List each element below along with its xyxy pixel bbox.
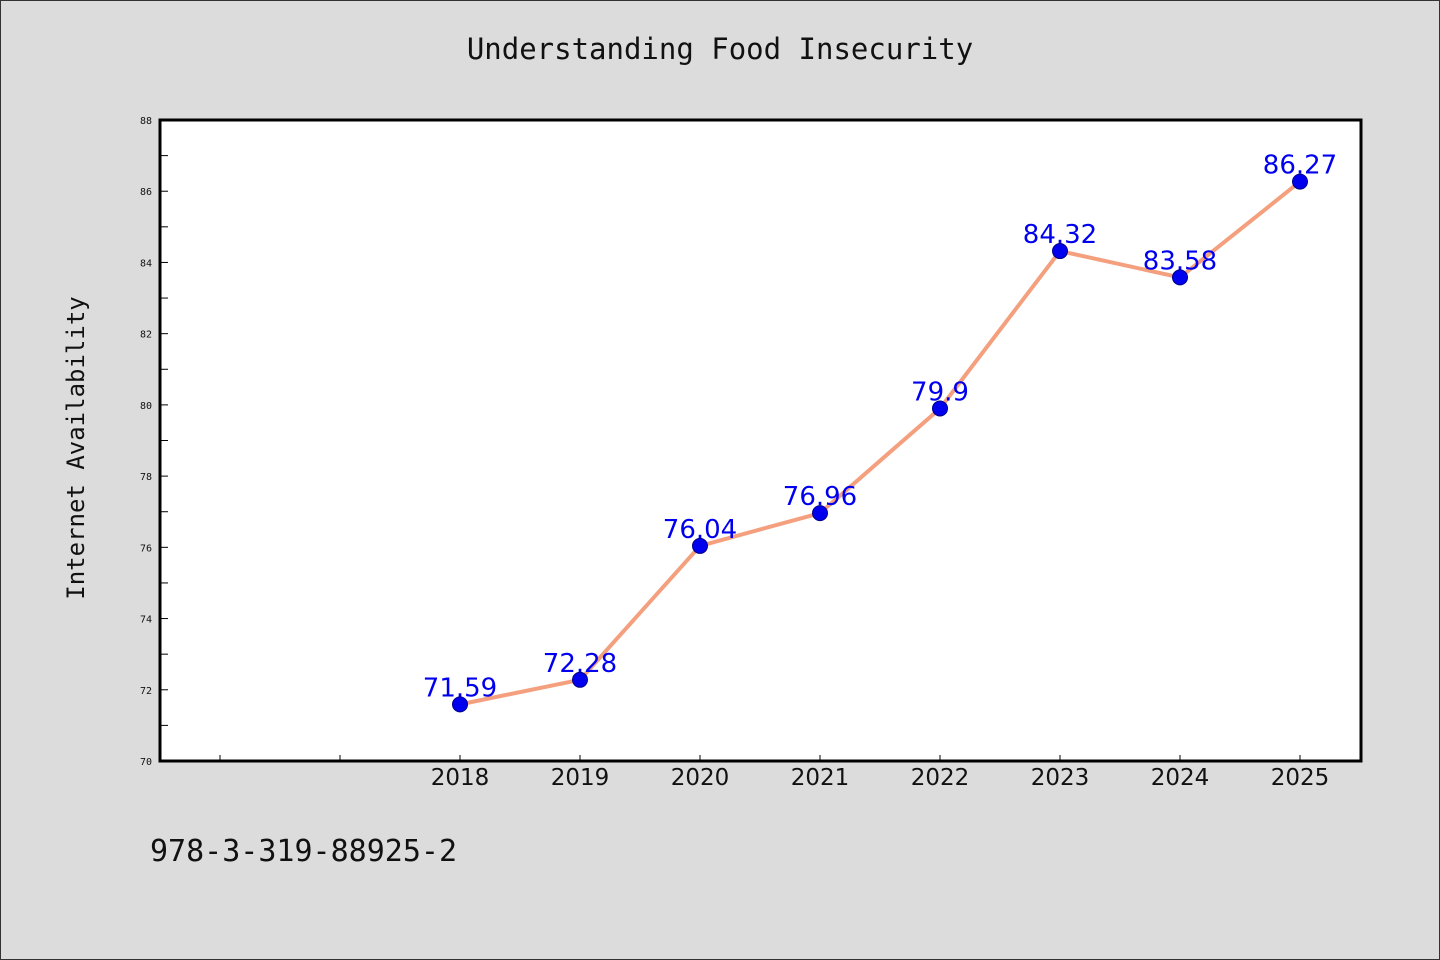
- x-tick-label: 2019: [551, 765, 610, 791]
- x-tick-label: 2023: [1031, 765, 1090, 791]
- series-line: [458, 179, 1302, 707]
- y-tick-label: 80: [140, 401, 152, 412]
- y-tick-label: 76: [140, 543, 152, 554]
- data-point: [1052, 243, 1068, 260]
- data-point: [452, 696, 468, 713]
- y-tick-label: 86: [140, 187, 152, 198]
- y-tick-label: 78: [140, 472, 152, 483]
- series-line-path: [458, 179, 1302, 707]
- y-tick-label: 72: [140, 686, 152, 697]
- data-label: 84.32: [1023, 220, 1097, 250]
- data-point: [812, 505, 828, 522]
- series-markers: [452, 173, 1308, 713]
- data-label: 76.04: [663, 515, 737, 545]
- data-point: [932, 400, 948, 417]
- data-point: [1172, 269, 1188, 286]
- x-tick-label: 2024: [1151, 765, 1210, 791]
- data-label: 86.27: [1263, 151, 1337, 181]
- data-label: 79.9: [911, 377, 969, 407]
- chart-title: Understanding Food Insecurity: [466, 32, 974, 66]
- x-tick-label: 2022: [911, 765, 970, 791]
- y-tick-label: 74: [140, 615, 152, 626]
- data-labels: 71.59 72.28 76.04 76.96 79.9 84.32 83.58 86.27: [423, 151, 1337, 704]
- x-tick-label: 2020: [671, 765, 730, 791]
- x-tick-label: 2025: [1271, 765, 1330, 791]
- x-axis: 2018 2019 2020 2021 2022 2023 2024 2025: [219, 755, 1330, 791]
- data-label: 71.59: [423, 673, 497, 703]
- plot-area: [158, 118, 1363, 763]
- data-label: 72.28: [543, 649, 617, 679]
- data-point: [572, 671, 588, 688]
- data-point: [1292, 173, 1308, 190]
- y-axis: 70 72 74 76 78 80 82 84 86 88: [140, 116, 168, 768]
- x-tick-label: 2018: [431, 765, 490, 791]
- y-tick-label: 82: [140, 330, 152, 341]
- data-point: [692, 537, 708, 554]
- y-tick-label: 84: [140, 258, 152, 269]
- footer-code: 978-3-319-88925-2: [150, 834, 458, 869]
- x-tick-label: 2021: [791, 765, 850, 791]
- data-label: 83.58: [1143, 246, 1217, 276]
- y-tick-label: 70: [140, 757, 152, 768]
- y-tick-label: 88: [140, 116, 152, 127]
- data-label: 76.96: [783, 482, 857, 512]
